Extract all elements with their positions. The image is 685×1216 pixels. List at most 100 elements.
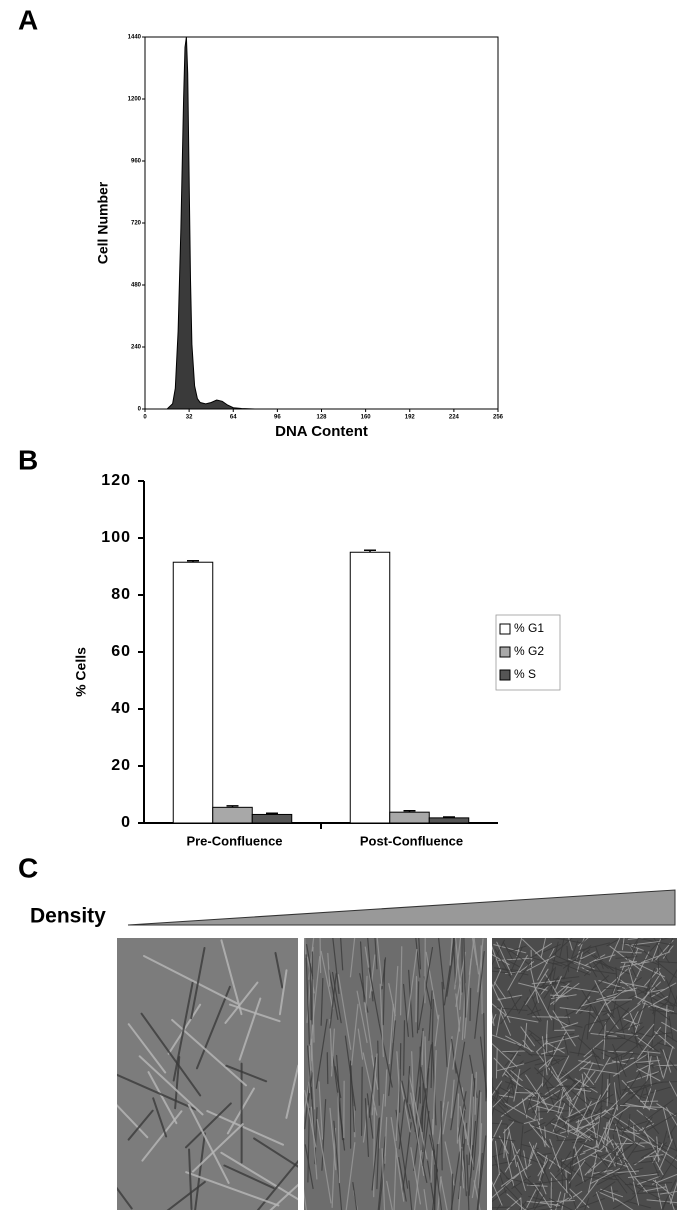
- cell: [628, 987, 653, 999]
- cell: [610, 1151, 629, 1164]
- cell: [607, 1110, 627, 1131]
- cell: [559, 1007, 594, 1013]
- cell: [584, 1130, 613, 1151]
- cell: [585, 1018, 611, 1026]
- cell: [307, 1107, 310, 1183]
- y-tick-label: 20: [111, 757, 131, 774]
- cell: [590, 1032, 617, 1037]
- cell: [117, 1073, 197, 1111]
- cell: [345, 1142, 356, 1210]
- cell: [580, 988, 599, 1018]
- cell: [492, 1122, 508, 1125]
- cell: [615, 966, 619, 992]
- cell: [560, 985, 600, 993]
- cell: [508, 1119, 524, 1125]
- cell: [595, 1152, 609, 1169]
- cell: [532, 1016, 571, 1018]
- cell: [384, 1069, 388, 1107]
- cell: [141, 1110, 183, 1162]
- cell: [460, 1148, 463, 1187]
- cell: [563, 1035, 569, 1056]
- cell: [537, 1206, 562, 1210]
- cell: [147, 1071, 178, 1125]
- cell: [577, 1025, 586, 1057]
- cell: [185, 1171, 280, 1207]
- legend-swatch: [499, 623, 511, 635]
- cell: [364, 1098, 370, 1158]
- cell: [542, 967, 555, 987]
- cell: [606, 1031, 639, 1037]
- cell: [634, 1001, 646, 1034]
- cell: [548, 938, 573, 960]
- cell: [422, 1110, 430, 1166]
- cell: [670, 1131, 677, 1153]
- x-tick-label: 64: [230, 415, 237, 421]
- cell: [495, 1007, 502, 1036]
- cell: [528, 1088, 562, 1110]
- error-bar: [403, 809, 416, 813]
- cell: [415, 938, 421, 978]
- cell: [617, 1143, 634, 1158]
- cell: [142, 954, 239, 1005]
- cell: [462, 1143, 467, 1197]
- cell: [632, 1191, 668, 1195]
- cell: [613, 1173, 628, 1194]
- cell: [493, 968, 502, 987]
- cell: [381, 1148, 386, 1210]
- cell: [471, 938, 478, 966]
- cell: [637, 1026, 662, 1059]
- cell: [533, 1194, 545, 1210]
- cell: [437, 1176, 442, 1210]
- cell: [571, 1141, 586, 1172]
- cell: [560, 1158, 564, 1187]
- cell: [646, 1002, 671, 1021]
- cell: [508, 945, 527, 952]
- cell: [624, 1090, 648, 1100]
- cell: [643, 1088, 652, 1109]
- cell: [449, 938, 453, 966]
- cell: [172, 981, 194, 1082]
- cell: [513, 1068, 521, 1102]
- cell: [408, 1073, 428, 1160]
- cell: [541, 1036, 548, 1076]
- cell: [456, 1093, 460, 1144]
- bar: [349, 551, 391, 824]
- cell: [536, 1157, 550, 1195]
- cell: [516, 938, 523, 958]
- cell: [433, 1144, 439, 1210]
- cell: [398, 1099, 406, 1150]
- cell: [376, 1117, 381, 1190]
- cell: [336, 1054, 344, 1141]
- cell: [503, 1015, 539, 1023]
- cell: [512, 1142, 528, 1180]
- cell: [549, 1044, 555, 1075]
- cell: [613, 1054, 647, 1077]
- cell: [452, 1016, 461, 1070]
- cell: [590, 1168, 621, 1184]
- cell: [634, 1060, 660, 1064]
- micrograph: [117, 938, 298, 1210]
- cell: [559, 1054, 593, 1080]
- cell: [410, 1147, 422, 1205]
- cell: [498, 957, 534, 961]
- cell: [497, 967, 529, 976]
- cell: [669, 1081, 677, 1097]
- cell: [459, 1106, 475, 1168]
- cell: [590, 1118, 593, 1143]
- cell: [554, 1153, 580, 1179]
- cell: [492, 1119, 503, 1142]
- cell: [596, 1191, 604, 1210]
- cell: [514, 1092, 540, 1094]
- cell: [502, 1050, 526, 1053]
- cell: [584, 954, 606, 967]
- cell: [617, 1035, 644, 1047]
- cell: [641, 1050, 661, 1054]
- cell: [611, 1060, 628, 1065]
- y-axis-label: % Cells: [73, 647, 89, 697]
- cell: [495, 1140, 500, 1176]
- density-label: Density: [30, 905, 106, 928]
- cell: [652, 1141, 669, 1153]
- x-tick-label: 96: [274, 415, 281, 421]
- cell: [238, 997, 262, 1061]
